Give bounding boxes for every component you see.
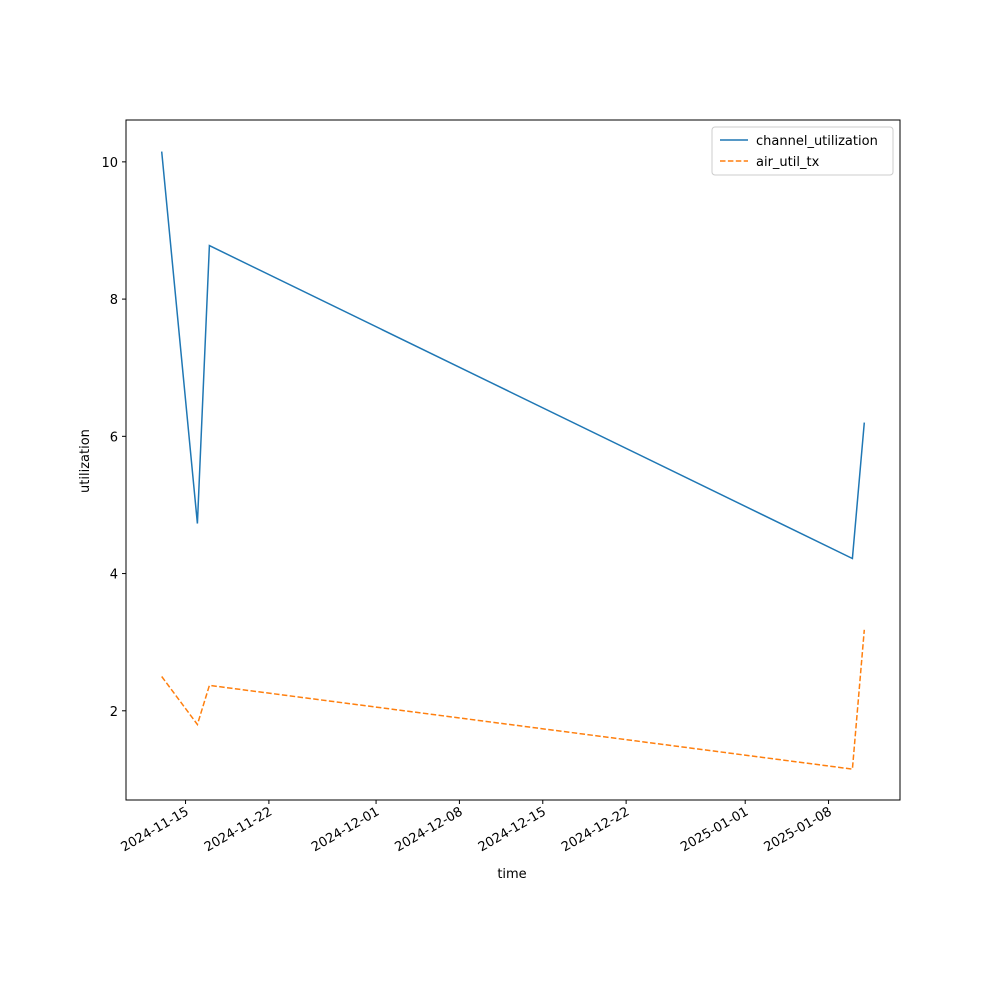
x-tick-label: 2024-11-22 xyxy=(202,804,275,855)
x-tick-label: 2025-01-08 xyxy=(762,804,835,855)
legend-box xyxy=(711,126,894,176)
y-tick-label: 6 xyxy=(110,430,118,445)
x-tick-label: 2024-12-15 xyxy=(476,804,549,855)
legend-label: channel_utilization xyxy=(756,134,878,149)
x-tick-label: 2024-11-15 xyxy=(119,804,192,855)
y-tick-label: 10 xyxy=(101,156,118,171)
series-line xyxy=(161,629,866,770)
series-line xyxy=(160,151,866,560)
x-tick-label: 2024-12-08 xyxy=(392,804,465,855)
y-tick-label: 8 xyxy=(110,293,118,308)
y-axis-label: utilization xyxy=(78,429,93,493)
y-tick-label: 2 xyxy=(110,705,118,720)
x-axis-label: time xyxy=(497,867,526,882)
legend-label: air_util_tx xyxy=(756,155,820,170)
x-tick-label: 2025-01-01 xyxy=(678,804,751,855)
y-tick-label: 4 xyxy=(110,568,118,583)
x-tick-label: 2024-12-22 xyxy=(559,804,632,855)
x-tick-label: 2024-12-01 xyxy=(309,804,382,855)
plot-frame xyxy=(125,119,901,801)
